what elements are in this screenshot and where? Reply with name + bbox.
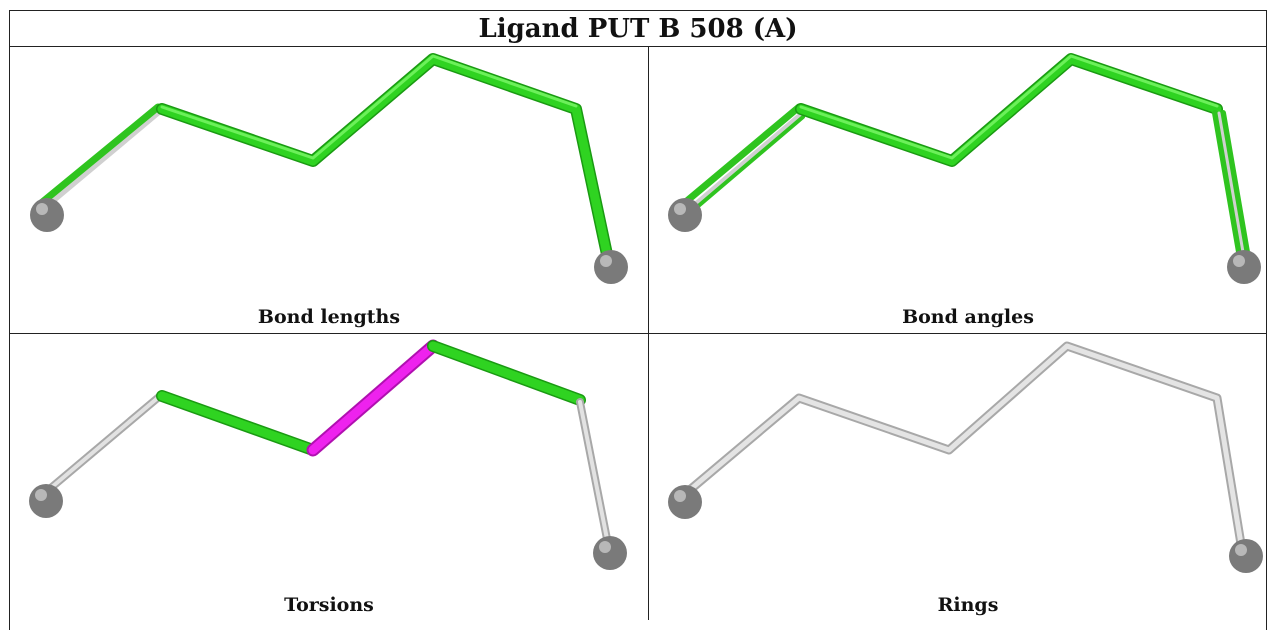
panel-torsions: Torsions bbox=[10, 334, 648, 621]
bond-lengths-molecule bbox=[10, 47, 648, 334]
ligand-title: Ligand PUT B 508 (A) bbox=[9, 10, 1267, 46]
panel-bond-angles: Bond angles bbox=[649, 47, 1277, 334]
panel-bond-lengths: Bond lengths bbox=[10, 47, 648, 334]
panel-rings: Rings bbox=[649, 334, 1277, 621]
bond-angles-molecule bbox=[649, 47, 1267, 334]
caption-bond-lengths: Bond lengths bbox=[10, 306, 648, 328]
torsions-molecule bbox=[10, 334, 648, 620]
caption-torsions: Torsions bbox=[10, 594, 648, 616]
caption-bond-angles: Bond angles bbox=[649, 306, 1277, 328]
rings-molecule bbox=[649, 334, 1267, 620]
caption-rings: Rings bbox=[649, 594, 1277, 616]
